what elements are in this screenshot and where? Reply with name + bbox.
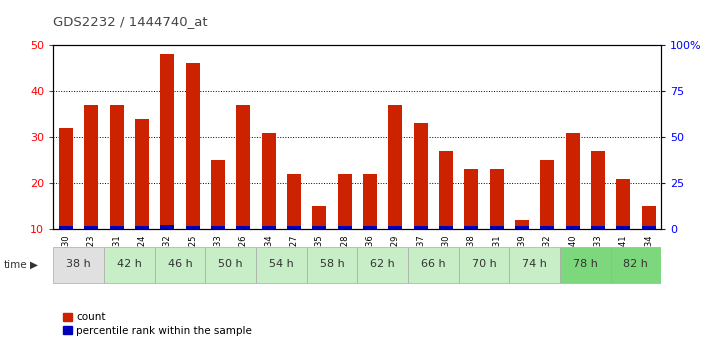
Bar	[211, 160, 225, 229]
Bar	[439, 226, 453, 229]
Bar	[59, 128, 73, 229]
Bar	[591, 151, 605, 229]
Text: 58 h: 58 h	[319, 259, 344, 269]
Bar	[53, 247, 104, 283]
Bar	[464, 226, 479, 229]
Bar	[161, 54, 174, 229]
Text: 42 h: 42 h	[117, 259, 141, 269]
Bar	[490, 226, 503, 229]
Bar	[591, 226, 605, 229]
Bar	[459, 247, 509, 283]
Bar	[161, 225, 174, 229]
Bar	[641, 206, 656, 229]
Legend: count, percentile rank within the sample: count, percentile rank within the sample	[58, 308, 256, 340]
Bar	[414, 123, 427, 229]
Bar	[262, 132, 276, 229]
Bar	[256, 247, 306, 283]
Bar	[109, 226, 124, 229]
Bar	[85, 105, 98, 229]
Bar	[515, 220, 529, 229]
Bar	[388, 226, 402, 229]
Text: 82 h: 82 h	[624, 259, 648, 269]
Bar	[236, 105, 250, 229]
Text: 70 h: 70 h	[471, 259, 496, 269]
Text: 66 h: 66 h	[421, 259, 446, 269]
Bar	[287, 226, 301, 229]
Bar	[236, 226, 250, 229]
Bar	[540, 160, 554, 229]
Bar	[363, 174, 377, 229]
Bar	[262, 226, 276, 229]
Text: 62 h: 62 h	[370, 259, 395, 269]
Bar	[338, 174, 351, 229]
Bar	[85, 226, 98, 229]
Bar	[490, 169, 503, 229]
Bar	[357, 247, 408, 283]
Bar	[611, 247, 661, 283]
Bar	[205, 247, 256, 283]
Bar	[414, 226, 427, 229]
Bar	[186, 226, 200, 229]
Bar	[306, 247, 357, 283]
Text: 46 h: 46 h	[168, 259, 193, 269]
Bar	[439, 151, 453, 229]
Text: 54 h: 54 h	[269, 259, 294, 269]
Bar	[641, 226, 656, 229]
Bar	[135, 119, 149, 229]
Text: GDS2232 / 1444740_at: GDS2232 / 1444740_at	[53, 16, 208, 29]
Bar	[312, 226, 326, 229]
Bar	[509, 247, 560, 283]
Bar	[566, 226, 579, 229]
Bar	[540, 226, 554, 229]
Bar	[135, 226, 149, 229]
Bar	[59, 226, 73, 229]
Text: 38 h: 38 h	[66, 259, 91, 269]
Bar	[287, 174, 301, 229]
Text: 74 h: 74 h	[522, 259, 547, 269]
Bar	[312, 206, 326, 229]
Bar	[154, 247, 205, 283]
Bar	[109, 105, 124, 229]
Text: 78 h: 78 h	[573, 259, 598, 269]
Bar	[104, 247, 154, 283]
Bar	[566, 132, 579, 229]
Bar	[515, 226, 529, 229]
Bar	[616, 179, 630, 229]
Bar	[408, 247, 459, 283]
Bar	[186, 63, 200, 229]
Bar	[211, 226, 225, 229]
Text: time: time	[4, 260, 27, 270]
Bar	[464, 169, 479, 229]
Bar	[363, 226, 377, 229]
Text: 50 h: 50 h	[218, 259, 243, 269]
Bar	[338, 226, 351, 229]
Text: ▶: ▶	[30, 260, 38, 270]
Bar	[388, 105, 402, 229]
Bar	[616, 226, 630, 229]
Bar	[560, 247, 611, 283]
